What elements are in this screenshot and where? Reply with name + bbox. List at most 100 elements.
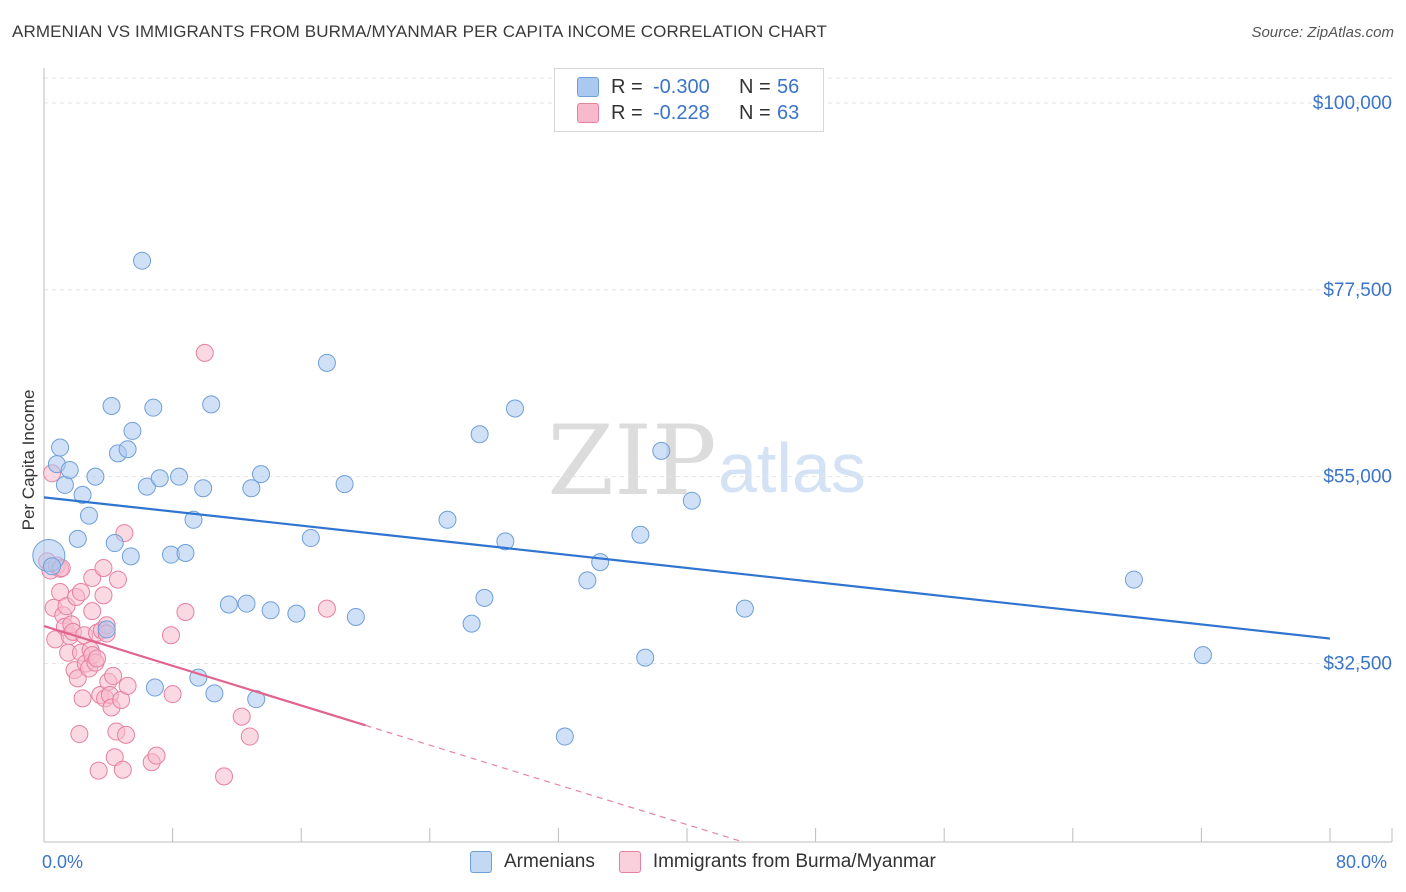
trend-line-solid	[43, 625, 366, 727]
legend-n-label: N =	[739, 101, 771, 124]
data-point	[287, 604, 306, 623]
data-point	[170, 467, 189, 486]
data-point	[346, 607, 365, 626]
data-point	[317, 353, 336, 372]
legend-r-value: -0.300	[653, 75, 710, 98]
data-point	[118, 676, 137, 695]
data-point	[163, 685, 182, 704]
legend-item-armenians: Armenians	[470, 851, 595, 873]
data-point	[184, 510, 203, 529]
data-point	[176, 544, 195, 563]
legend-r-label: R =	[611, 101, 643, 124]
legend-item-burma: Immigrants from Burma/Myanmar	[618, 851, 936, 873]
data-point	[70, 725, 89, 744]
data-point	[73, 485, 92, 504]
legend-n-value: 63	[777, 101, 800, 124]
data-point	[116, 725, 135, 744]
data-point	[242, 479, 261, 498]
data-point	[68, 529, 87, 548]
data-point	[176, 602, 195, 621]
data-point	[475, 588, 494, 607]
data-point	[89, 761, 108, 780]
legend-swatch-burma	[577, 103, 599, 123]
data-point	[73, 689, 92, 708]
series-burma-points	[38, 343, 336, 786]
data-point	[215, 767, 234, 786]
data-point	[631, 525, 650, 544]
data-point	[86, 467, 105, 486]
correlation-legend: R = -0.300 N = 56 R = -0.228 N = 63	[554, 68, 824, 132]
y-tick-labels: $32,500 $55,000 $77,500 $100,000	[1313, 93, 1392, 675]
series-armenians-points	[32, 251, 1213, 746]
data-point	[144, 398, 163, 417]
data-point	[88, 649, 107, 668]
axes	[43, 68, 1393, 843]
data-point	[636, 648, 655, 667]
data-point	[237, 594, 256, 613]
data-point	[301, 529, 320, 548]
data-point	[232, 707, 251, 726]
data-point	[118, 440, 137, 459]
legend-row-burma: R = -0.228 N = 63	[577, 100, 799, 126]
chart-title: ARMENIAN VS IMMIGRANTS FROM BURMA/MYANMA…	[12, 22, 827, 41]
legend-swatch-armenians	[470, 851, 492, 873]
data-point	[335, 475, 354, 494]
data-point	[195, 343, 214, 362]
trend-line-solid	[43, 496, 1331, 640]
data-point	[1124, 570, 1143, 589]
data-point	[104, 666, 123, 685]
data-point	[97, 620, 116, 639]
y-tick-label: $32,500	[1323, 653, 1392, 674]
data-point	[462, 614, 481, 633]
data-point	[317, 599, 336, 618]
data-point	[252, 465, 271, 484]
data-point	[1194, 646, 1213, 665]
data-point	[194, 479, 213, 498]
data-point	[83, 568, 102, 587]
data-point	[438, 510, 457, 529]
x-axis-min-label: 0.0%	[42, 852, 84, 872]
data-point	[108, 570, 127, 589]
data-point	[68, 669, 87, 688]
data-point	[652, 441, 671, 460]
legend-row-armenians: R = -0.300 N = 56	[577, 74, 799, 100]
y-axis-label: Per Capita Income	[19, 390, 38, 531]
data-point	[219, 595, 238, 614]
data-point	[470, 425, 489, 444]
data-point	[133, 251, 152, 270]
data-point	[94, 586, 113, 605]
legend-label-burma: Immigrants from Burma/Myanmar	[652, 851, 936, 872]
data-point	[121, 547, 140, 566]
data-point	[496, 532, 515, 551]
data-point	[555, 727, 574, 746]
legend-n-value: 56	[777, 75, 800, 98]
y-tick-label: $77,500	[1323, 280, 1392, 301]
data-point	[578, 571, 597, 590]
data-point	[137, 477, 156, 496]
y-tick-label: $100,000	[1313, 93, 1392, 114]
data-point	[113, 760, 132, 779]
watermark: ZIP atlas	[547, 405, 865, 517]
data-point	[150, 469, 169, 488]
data-point	[51, 438, 70, 457]
data-point	[735, 599, 754, 618]
data-point	[202, 395, 221, 414]
data-point	[105, 534, 124, 553]
watermark-atlas: atlas	[718, 429, 866, 507]
trend-line-dashed	[365, 724, 744, 843]
legend-swatch-burma	[618, 851, 641, 873]
legend-n-label: N =	[739, 75, 771, 98]
y-tick-label: $55,000	[1323, 467, 1392, 488]
source-credit: Source: ZipAtlas.com	[1251, 24, 1394, 41]
data-point	[71, 583, 90, 602]
data-point	[55, 475, 74, 494]
data-point	[145, 678, 164, 697]
data-point	[83, 602, 102, 621]
x-axis-max-label: 80.0%	[1336, 852, 1388, 872]
data-point	[205, 684, 224, 703]
series-legend: Armenians Immigrants from Burma/Myanmar	[470, 851, 960, 873]
legend-swatch-armenians	[577, 77, 599, 97]
trend-lines	[43, 496, 1331, 843]
data-point	[261, 601, 280, 620]
